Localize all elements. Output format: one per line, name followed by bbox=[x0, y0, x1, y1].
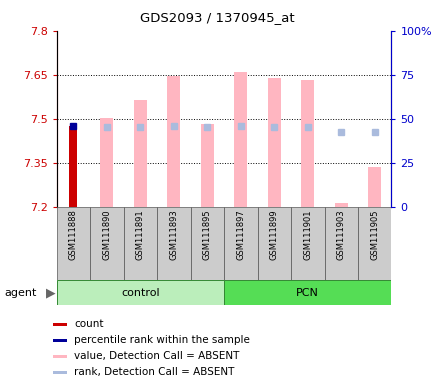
Text: agent: agent bbox=[4, 288, 36, 298]
Text: GSM111891: GSM111891 bbox=[135, 210, 145, 260]
Text: GSM111903: GSM111903 bbox=[336, 210, 345, 260]
Bar bbox=[123, 207, 157, 280]
Bar bbox=[290, 207, 324, 280]
Bar bbox=[267, 78, 280, 207]
Text: GSM111899: GSM111899 bbox=[269, 210, 278, 260]
Text: GSM111893: GSM111893 bbox=[169, 210, 178, 260]
Bar bbox=[224, 280, 391, 305]
Bar bbox=[157, 207, 190, 280]
Bar bbox=[357, 207, 391, 280]
Text: percentile rank within the sample: percentile rank within the sample bbox=[74, 335, 250, 345]
Bar bbox=[56, 207, 90, 280]
Bar bbox=[133, 100, 147, 207]
Bar bbox=[100, 118, 113, 207]
Bar bbox=[233, 72, 247, 207]
Text: GSM111905: GSM111905 bbox=[369, 210, 378, 260]
Bar bbox=[324, 207, 357, 280]
Text: GSM111901: GSM111901 bbox=[302, 210, 312, 260]
Bar bbox=[56, 280, 224, 305]
Text: GDS2093 / 1370945_at: GDS2093 / 1370945_at bbox=[140, 12, 294, 25]
Bar bbox=[300, 80, 314, 207]
Bar bbox=[190, 207, 224, 280]
Bar bbox=[53, 339, 67, 342]
Bar bbox=[224, 207, 257, 280]
Bar bbox=[90, 207, 123, 280]
Text: value, Detection Call = ABSENT: value, Detection Call = ABSENT bbox=[74, 351, 239, 361]
Bar bbox=[53, 355, 67, 358]
Bar bbox=[367, 167, 381, 207]
Bar bbox=[53, 371, 67, 374]
Text: count: count bbox=[74, 319, 103, 329]
Bar bbox=[200, 124, 214, 207]
Text: rank, Detection Call = ABSENT: rank, Detection Call = ABSENT bbox=[74, 367, 234, 377]
Text: PCN: PCN bbox=[296, 288, 319, 298]
Text: control: control bbox=[121, 288, 159, 298]
Text: GSM111895: GSM111895 bbox=[202, 210, 211, 260]
Bar bbox=[69, 126, 77, 207]
Bar bbox=[334, 203, 347, 207]
Bar bbox=[53, 323, 67, 326]
Text: GSM111890: GSM111890 bbox=[102, 210, 111, 260]
Text: ▶: ▶ bbox=[46, 286, 55, 299]
Bar bbox=[257, 207, 290, 280]
Text: GSM111897: GSM111897 bbox=[236, 210, 245, 260]
Bar bbox=[167, 76, 180, 207]
Text: GSM111888: GSM111888 bbox=[69, 210, 78, 260]
